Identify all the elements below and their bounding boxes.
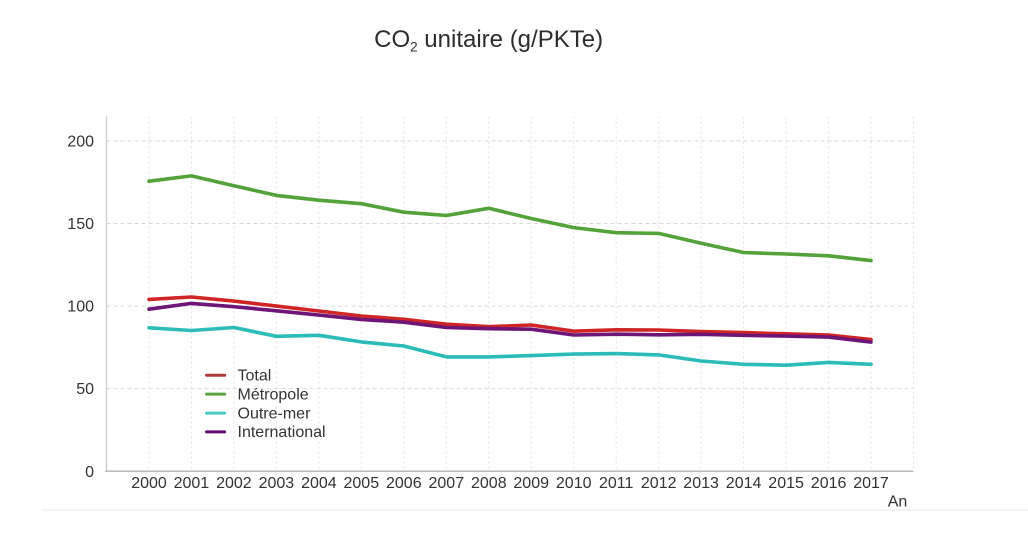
svg-text:2004: 2004 [301, 475, 337, 492]
svg-text:2002: 2002 [216, 475, 252, 492]
svg-text:Métropole: Métropole [238, 386, 309, 403]
svg-text:CO2 unitaire (g/PKTe): CO2 unitaire (g/PKTe) [374, 26, 603, 55]
svg-text:2014: 2014 [726, 475, 762, 492]
svg-text:2000: 2000 [131, 475, 167, 492]
svg-text:2011: 2011 [599, 475, 634, 492]
svg-text:2017: 2017 [853, 475, 889, 492]
svg-text:2013: 2013 [683, 475, 719, 492]
svg-text:2006: 2006 [386, 475, 422, 492]
svg-text:2015: 2015 [768, 475, 804, 492]
svg-text:2016: 2016 [811, 475, 847, 492]
svg-text:2007: 2007 [429, 475, 465, 492]
svg-text:0: 0 [85, 464, 94, 481]
svg-text:200: 200 [67, 134, 94, 151]
svg-text:2001: 2001 [174, 475, 210, 492]
svg-text:2005: 2005 [344, 475, 380, 492]
svg-text:100: 100 [67, 299, 94, 316]
svg-text:150: 150 [67, 216, 94, 233]
svg-text:2012: 2012 [641, 475, 677, 492]
svg-text:2008: 2008 [471, 475, 507, 492]
svg-text:50: 50 [76, 381, 94, 398]
svg-text:Total: Total [238, 368, 272, 385]
svg-text:2009: 2009 [513, 475, 549, 492]
svg-text:International: International [238, 424, 326, 441]
svg-text:2003: 2003 [259, 475, 295, 492]
svg-text:2010: 2010 [556, 475, 592, 492]
svg-text:Outre-mer: Outre-mer [238, 405, 312, 422]
svg-text:An: An [888, 493, 908, 510]
